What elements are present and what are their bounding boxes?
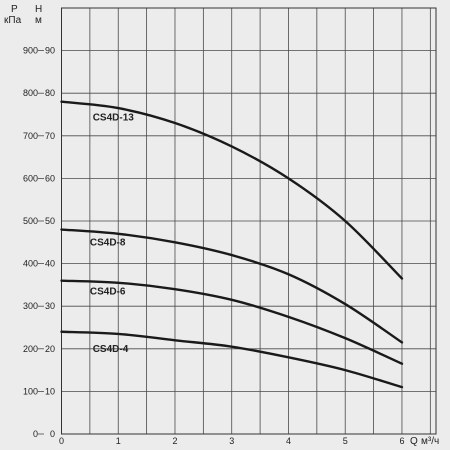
flow-axis-symbol: Q [410, 436, 418, 447]
pressure-tick-label: 200 [23, 344, 38, 354]
curves [60, 100, 404, 389]
flow-tick-label: 3 [229, 436, 234, 446]
flow-axis-unit: м³/ч [421, 436, 439, 447]
head-tick-label: 10 [45, 386, 55, 396]
pressure-axis-unit: кПа [4, 15, 22, 26]
flow-tick-label: 4 [286, 436, 291, 446]
pressure-tick-label: 400 [23, 259, 38, 269]
head-tick-label: 20 [45, 344, 55, 354]
pressure-tick-label: 0 [33, 429, 38, 439]
flow-tick-label: 1 [116, 436, 121, 446]
curve-cs4d-8 [60, 228, 404, 344]
curve-cs4d-6 [60, 279, 404, 365]
curve-cs4d-13 [60, 100, 404, 280]
pressure-axis-symbol: P [11, 4, 18, 15]
head-tick-label: 0 [50, 429, 55, 439]
series-label: CS4D-8 [90, 238, 126, 249]
pressure-tick-label: 800 [23, 88, 38, 98]
head-tick-label: 80 [45, 88, 55, 98]
head-tick-label: 70 [45, 131, 55, 141]
flow-tick-label: 6 [399, 436, 404, 446]
pressure-tick-label: 100 [23, 386, 38, 396]
head-axis-unit: м [35, 15, 42, 26]
pressure-tick-label: 700 [23, 131, 38, 141]
grid [61, 8, 436, 434]
series-label: CS4D-4 [93, 344, 129, 355]
head-tick-label: 40 [45, 259, 55, 269]
plot-frame [61, 7, 437, 435]
flow-tick-label: 2 [172, 436, 177, 446]
pressure-tick-label: 900 [23, 46, 38, 56]
head-axis-symbol: Н [35, 4, 42, 15]
curve-cs4d-4 [60, 330, 404, 389]
head-tick-label: 90 [45, 46, 55, 56]
labels: 0100200300400500600700800900010203040506… [23, 46, 404, 446]
series-label: CS4D-13 [93, 113, 135, 124]
flow-tick-label: 5 [343, 436, 348, 446]
head-tick-label: 50 [45, 216, 55, 226]
flow-tick-label: 0 [59, 436, 64, 446]
head-tick-label: 30 [45, 301, 55, 311]
head-tick-label: 60 [45, 173, 55, 183]
pressure-tick-label: 500 [23, 216, 38, 226]
series-label: CS4D-6 [90, 287, 126, 298]
pressure-tick-label: 600 [23, 173, 38, 183]
pressure-tick-label: 300 [23, 301, 38, 311]
